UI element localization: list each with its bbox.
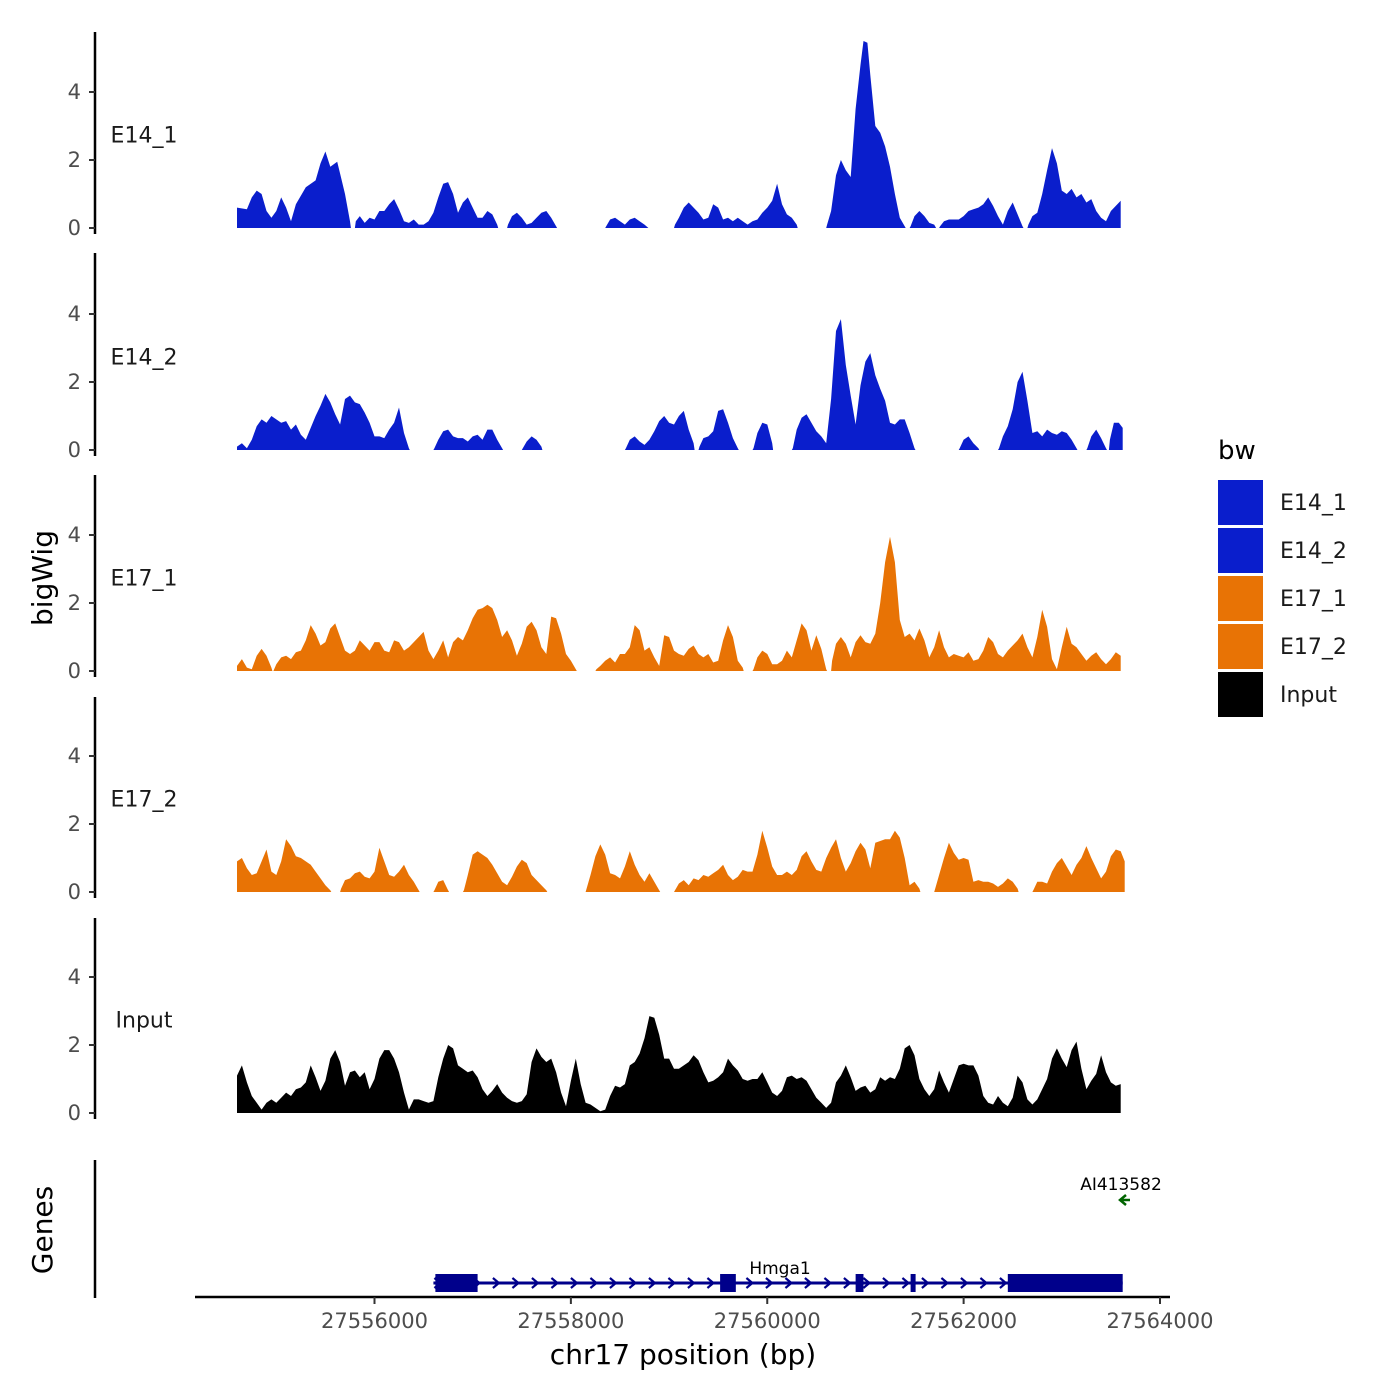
y-tick-label: 0 — [68, 438, 81, 462]
y-tick-label: 2 — [68, 148, 81, 172]
x-tick-label: 27558000 — [517, 1309, 624, 1333]
signal-tracks: 0 2 4 E14_1 0 2 4 E14_2 0 2 4 E17_1 0 2 4 E17_2 0 2 4 Input — [68, 32, 1125, 1125]
x-tick-label: 27564000 — [1107, 1309, 1214, 1333]
track-input: 0 2 4 Input — [68, 918, 1121, 1125]
gene-label: AI413582 — [1080, 1175, 1162, 1195]
legend-label: E14_2 — [1280, 539, 1347, 564]
strand-arrow — [706, 1277, 716, 1289]
legend-swatch — [1218, 672, 1263, 717]
strand-arrow — [804, 1277, 813, 1289]
y-tick-label: 0 — [68, 216, 81, 240]
strand-arrow — [667, 1277, 677, 1289]
strand-arrow — [628, 1277, 638, 1289]
legend-item-input: Input — [1218, 672, 1337, 717]
legend: bw E14_1 E14_2 E17_1 E17_2 Input — [1218, 436, 1347, 717]
area-input — [237, 1016, 1121, 1113]
x-tick-label: 27562000 — [910, 1309, 1017, 1333]
track-label: E17_1 — [111, 567, 178, 592]
legend-swatch — [1218, 624, 1263, 669]
strand-arrow — [862, 1277, 872, 1289]
y-tick-label: 4 — [68, 965, 81, 989]
track-label: E14_1 — [111, 124, 178, 149]
strand-arrow — [960, 1277, 969, 1289]
strand-arrow — [979, 1277, 989, 1289]
area-e17_2 — [237, 830, 1125, 892]
strand-arrow — [784, 1277, 794, 1289]
strand-arrow — [921, 1277, 930, 1289]
x-axis: 27556000 27558000 27560000 27562000 27564000 — [195, 1295, 1214, 1333]
strand-arrow — [823, 1277, 833, 1289]
genes-track-title: Genes — [26, 1186, 59, 1274]
track-label: E14_2 — [111, 346, 178, 371]
legend-item-e17_1: E17_1 — [1218, 576, 1347, 621]
strand-arrow — [843, 1277, 852, 1289]
gene-exon — [1007, 1274, 1123, 1292]
track-label: E17_2 — [111, 788, 178, 813]
strand-arrow — [511, 1277, 521, 1289]
legend-swatch — [1218, 576, 1263, 621]
y-tick-label: 0 — [68, 1101, 81, 1125]
strand-arrow — [648, 1277, 657, 1289]
x-axis-title: chr17 position (bp) — [550, 1338, 816, 1371]
strand-arrow — [589, 1277, 599, 1289]
y-tick-label: 2 — [68, 1033, 81, 1057]
y-tick-label: 2 — [68, 812, 81, 836]
gene-ai413582: AI413582 — [1080, 1175, 1162, 1206]
strand-arrow — [901, 1277, 911, 1289]
strand-arrow — [882, 1277, 891, 1289]
strand-arrow — [570, 1277, 579, 1289]
strand-arrow — [492, 1277, 501, 1289]
track-e14_1: 0 2 4 E14_1 — [68, 32, 1121, 240]
gene-label: Hmga1 — [749, 1259, 810, 1279]
y-tick-label: 2 — [68, 591, 81, 615]
track-label: Input — [116, 1009, 173, 1034]
gene-exon — [435, 1274, 478, 1292]
legend-label: E17_2 — [1280, 635, 1347, 660]
y-axis-title: bigWig — [26, 530, 59, 626]
strand-arrow — [550, 1277, 560, 1289]
legend-title: bw — [1218, 436, 1256, 466]
area-e17_1 — [237, 536, 1121, 671]
strand-arrow — [687, 1277, 696, 1289]
legend-swatch — [1218, 480, 1263, 525]
area-e14_2 — [237, 319, 1123, 450]
x-tick-label: 27556000 — [321, 1309, 428, 1333]
legend-item-e14_1: E14_1 — [1218, 480, 1347, 525]
legend-item-e14_2: E14_2 — [1218, 528, 1347, 573]
legend-label: E17_1 — [1280, 587, 1347, 612]
strand-arrow — [609, 1277, 618, 1289]
gene-exon — [720, 1274, 736, 1292]
track-e14_2: 0 2 4 E14_2 — [68, 253, 1123, 462]
gene-exon — [910, 1274, 916, 1292]
y-tick-label: 0 — [68, 880, 81, 904]
strand-arrow — [940, 1277, 950, 1289]
x-tick-label: 27560000 — [714, 1309, 821, 1333]
y-tick-label: 4 — [68, 302, 81, 326]
legend-item-e17_2: E17_2 — [1218, 624, 1347, 669]
y-tick-label: 0 — [68, 659, 81, 683]
strand-arrow — [745, 1277, 755, 1289]
strand-arrow — [531, 1277, 540, 1289]
y-tick-label: 4 — [68, 744, 81, 768]
strand-arrow — [1118, 1194, 1130, 1206]
gene-exon — [855, 1274, 864, 1292]
legend-label: Input — [1280, 683, 1337, 708]
y-tick-label: 4 — [68, 523, 81, 547]
legend-swatch — [1218, 528, 1263, 573]
track-e17_1: 0 2 4 E17_1 — [68, 475, 1121, 683]
strand-arrow — [765, 1277, 774, 1289]
strand-arrow — [999, 1277, 1008, 1289]
gene-hmga1: Hmga1 — [433, 1259, 1123, 1292]
y-tick-label: 4 — [68, 80, 81, 104]
area-e14_1 — [237, 41, 1121, 228]
y-tick-label: 2 — [68, 370, 81, 394]
track-e17_2: 0 2 4 E17_2 — [68, 697, 1125, 904]
gene-annotation-panel: Hmga1 AI413582 — [93, 1160, 1162, 1298]
legend-label: E14_1 — [1280, 491, 1347, 516]
